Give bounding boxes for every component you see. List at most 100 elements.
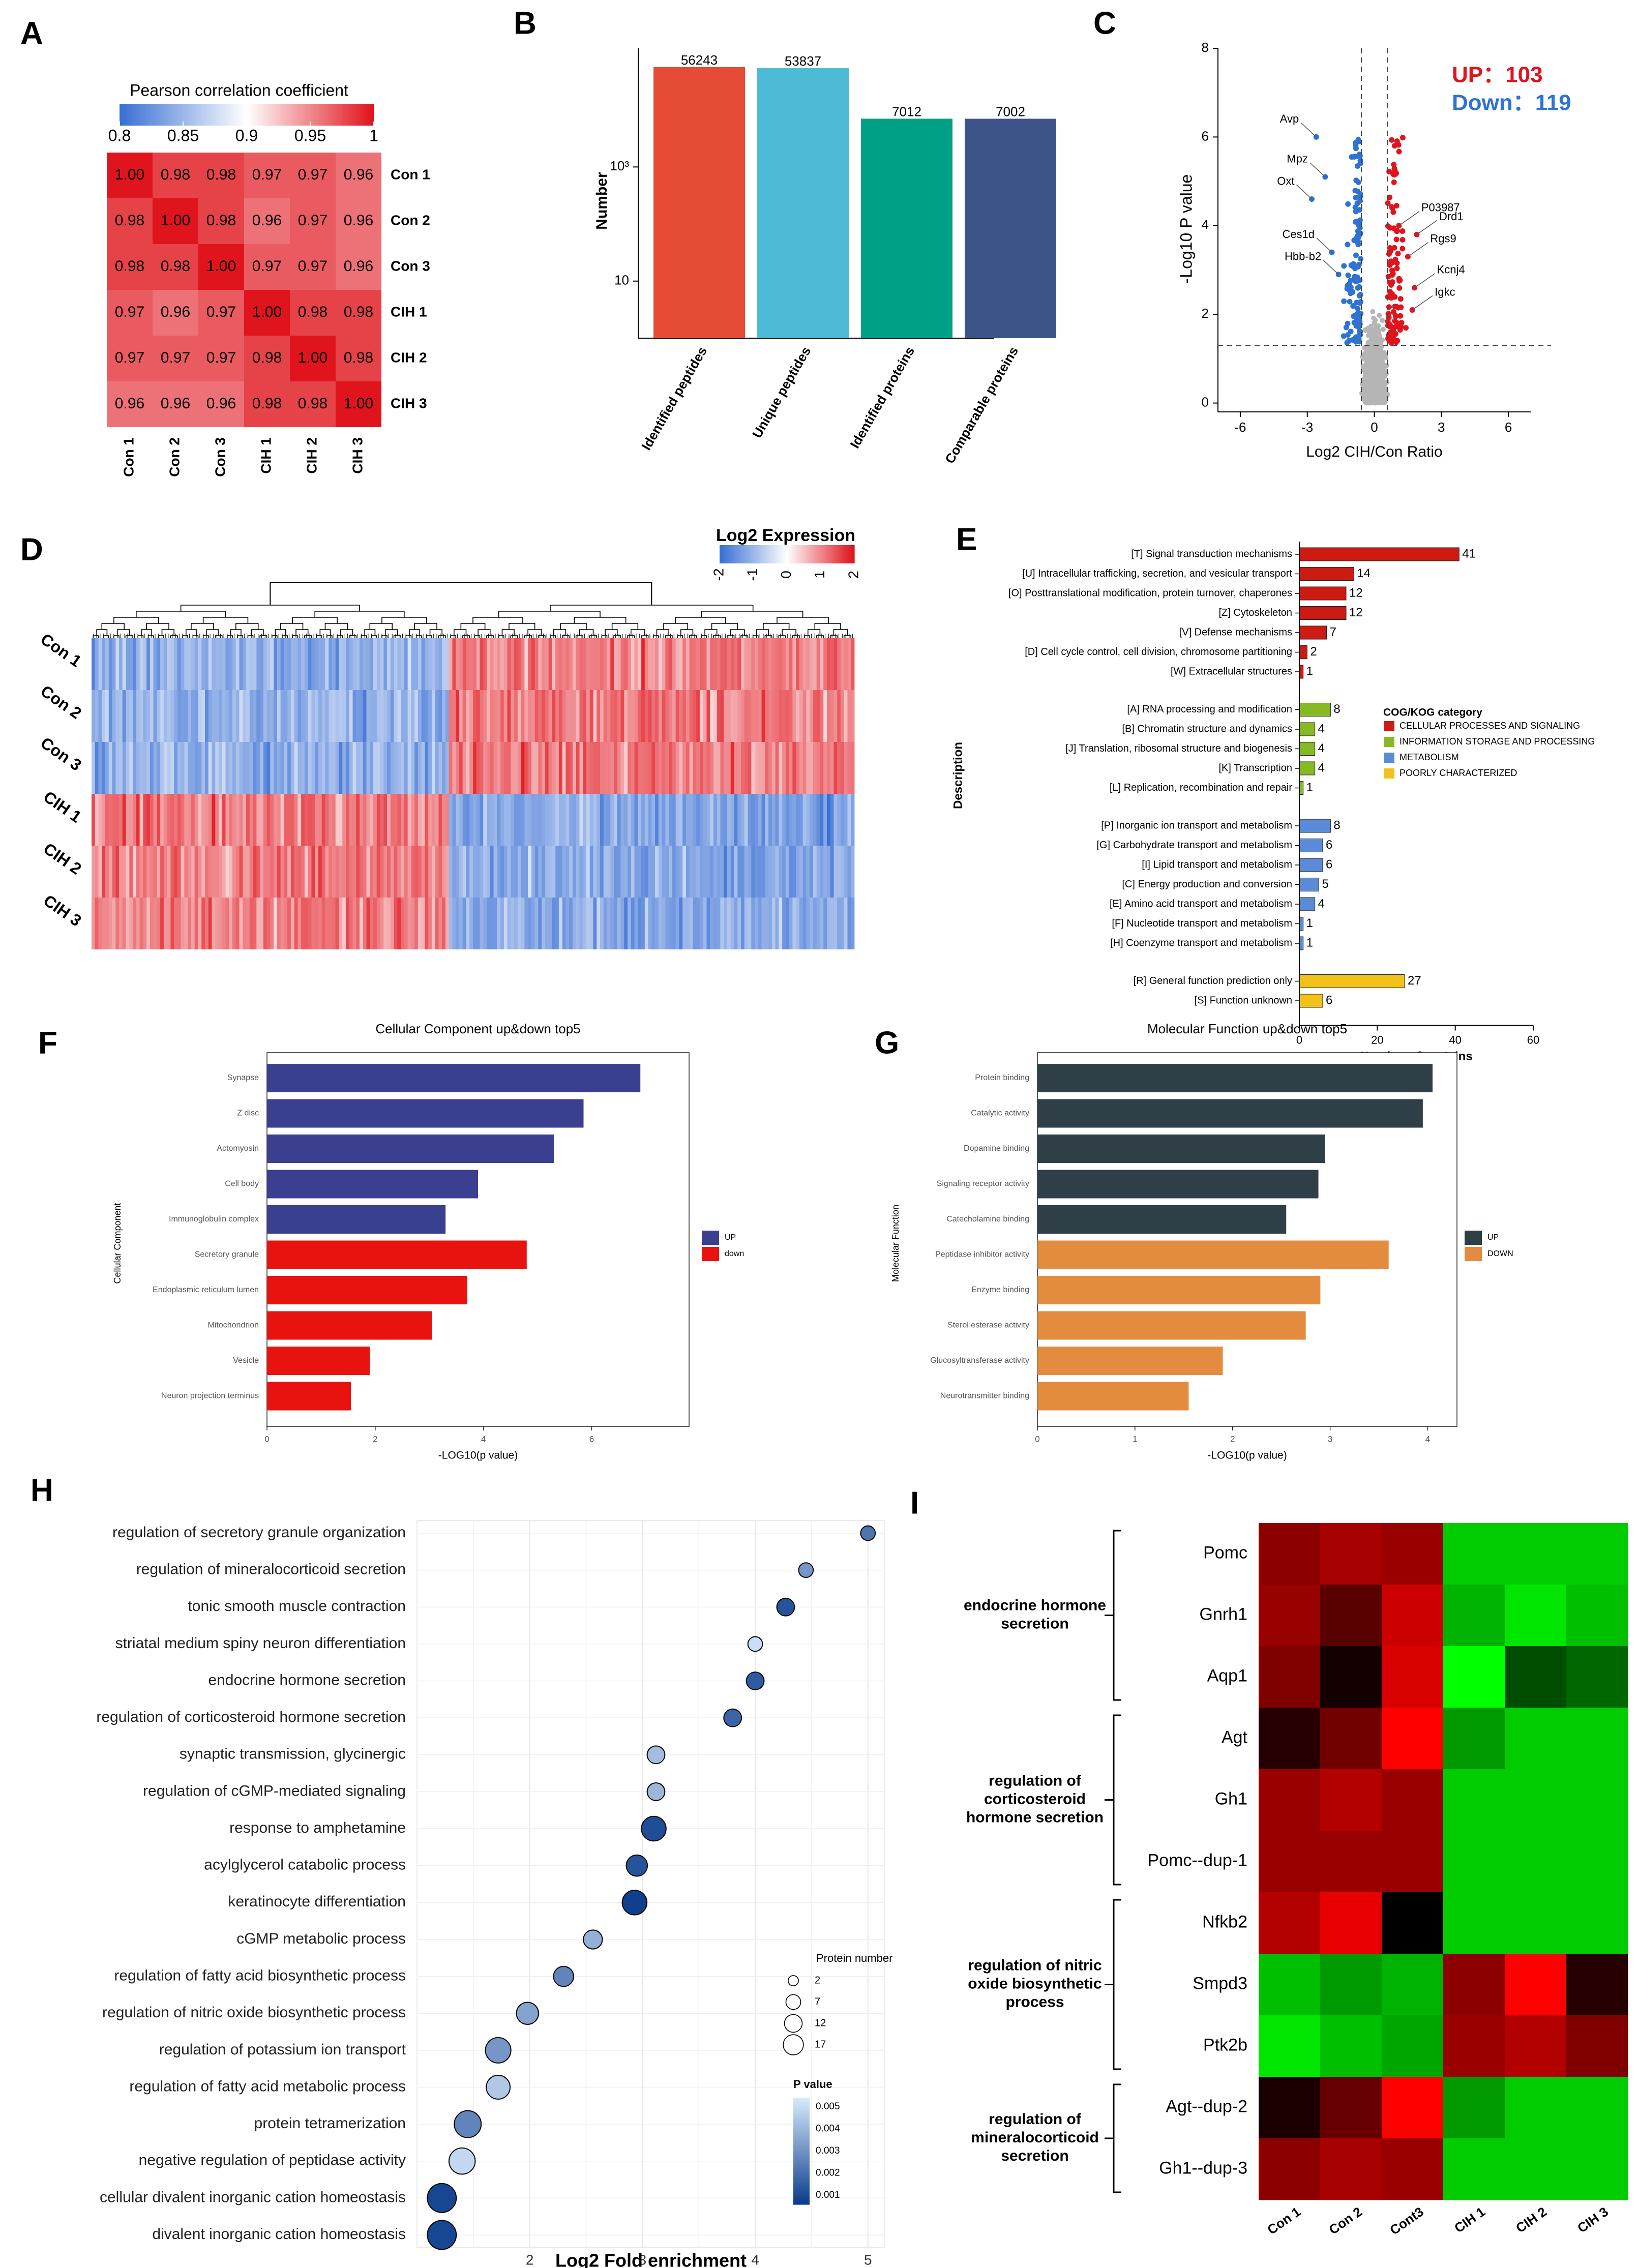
heatmap-cell <box>593 794 597 846</box>
heatmap-cell <box>734 638 738 690</box>
heatmap-cell <box>198 638 202 690</box>
heatmap-cell <box>672 898 676 949</box>
heatmap-cell <box>332 690 336 742</box>
heatmap-cell <box>480 638 484 690</box>
heatmap-cell <box>438 846 442 898</box>
colorbar-segment <box>249 104 252 126</box>
heatmap-cell <box>280 690 284 742</box>
colorbar-segment <box>749 545 752 563</box>
heatmap-cell <box>1505 1708 1567 1770</box>
heatmap-cell <box>290 690 295 742</box>
heatmap-cell <box>308 794 312 846</box>
heatmap-cell <box>473 690 477 742</box>
bar-identified-proteins <box>861 118 952 338</box>
term-label: keratinocyte differentiation <box>228 1893 406 1910</box>
gene-label: Ptk2b <box>1203 2035 1247 2054</box>
heatmap-cell <box>150 638 154 690</box>
heatmap-cell <box>339 690 343 742</box>
plot-frame <box>416 1520 885 2248</box>
x-tick-label: 20 <box>1371 1033 1383 1046</box>
colorbar-segment <box>214 104 217 126</box>
heatmap-cell <box>761 638 765 690</box>
dendrogram-branch <box>314 611 405 617</box>
category-label: Endoplasmic reticulum lumen <box>153 1286 259 1294</box>
heatmap-cell <box>473 846 477 898</box>
x-tick-label: 0 <box>1371 420 1378 435</box>
heatmap-cell <box>349 898 353 949</box>
colorbar-segment <box>820 545 823 563</box>
point-down <box>1348 329 1354 335</box>
colorbar-segment <box>247 104 250 126</box>
heatmap-cell <box>456 742 460 794</box>
heatmap-cell <box>225 898 229 949</box>
heatmap-cell <box>830 638 834 690</box>
point-ns <box>1362 375 1368 380</box>
group-bracket <box>1105 1714 1121 1886</box>
heatmap-cell <box>507 742 511 794</box>
bubble <box>553 1965 574 1987</box>
heatmap-cell <box>232 638 236 690</box>
heatmap-cell <box>628 690 632 742</box>
col-label: Con 1 <box>121 437 136 477</box>
category-label: Neurotransmitter binding <box>940 1392 1029 1400</box>
heatmap-cell <box>758 638 762 690</box>
point-up <box>1392 331 1398 337</box>
heatmap-cell <box>727 846 731 898</box>
heatmap-cell <box>394 638 398 690</box>
annotation-leader <box>1407 242 1428 257</box>
cog-bar-value: 4 <box>1318 761 1325 774</box>
gene-label: Pomc <box>1203 1543 1247 1562</box>
heatmap-cell <box>456 638 460 690</box>
heatmap-cell <box>724 690 728 742</box>
heatmap-cell <box>744 690 748 742</box>
bubble <box>626 1854 648 1877</box>
heatmap-cell <box>239 690 243 742</box>
x-axis-label: Log2 CIH/Con Ratio <box>1306 443 1442 460</box>
dendrogram-branch <box>478 629 491 636</box>
row-label: Con 2 <box>391 212 430 228</box>
heatmap-cell <box>830 794 834 846</box>
heatmap-cell <box>376 742 380 794</box>
dendrogram-branch <box>574 617 627 623</box>
heatmap-cell <box>229 742 233 794</box>
heatmap-cell <box>246 638 250 690</box>
heatmap-cell <box>167 742 171 794</box>
heatmap-cell <box>844 898 848 949</box>
heatmap-cell <box>545 742 549 794</box>
heatmap-cell <box>589 898 593 949</box>
heatmap-cell <box>792 846 796 898</box>
heatmap-cell <box>844 794 848 846</box>
heatmap-cell <box>383 638 388 690</box>
x-axis-label: -LOG10(p value) <box>438 1450 518 1461</box>
heatmap-cell <box>744 742 748 794</box>
colorbar-segment <box>198 104 201 126</box>
heatmap-cell <box>297 742 302 794</box>
heatmap-cell <box>318 638 322 690</box>
heatmap-cell <box>545 794 549 846</box>
heatmap-cell <box>524 742 528 794</box>
heatmap-cell <box>325 898 329 949</box>
heatmap-cell <box>215 794 219 846</box>
heatmap-cell <box>318 690 322 742</box>
heatmap-cell <box>212 898 216 949</box>
dendrogram-branch <box>206 629 219 636</box>
point-ns <box>1378 368 1384 373</box>
heatmap-cell <box>438 898 442 949</box>
bubble <box>454 2110 482 2138</box>
heatmap-cell <box>204 742 209 794</box>
heatmap-cell <box>710 898 714 949</box>
heatmap-cell <box>349 794 353 846</box>
heatmap-cell <box>748 638 752 690</box>
cell-value: 0.97 <box>206 304 236 320</box>
colorbar-segment <box>137 104 140 126</box>
colorbar-segment <box>257 104 260 126</box>
heatmap-cell <box>844 742 848 794</box>
cog-bar-value: 12 <box>1349 586 1363 600</box>
heatmap-cell <box>782 794 786 846</box>
heatmap-cell <box>771 846 776 898</box>
heatmap-cell <box>476 690 480 742</box>
heatmap-cell <box>418 846 422 898</box>
heatmap-cell <box>507 638 511 690</box>
color-legend-segment <box>793 2157 810 2160</box>
heatmap-cell <box>336 198 381 244</box>
